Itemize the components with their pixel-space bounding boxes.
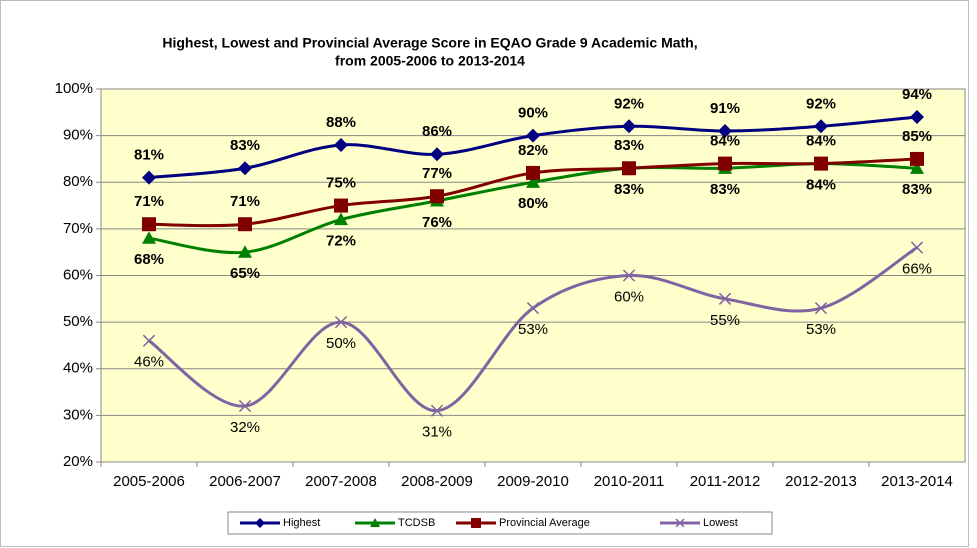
- data-point: [430, 189, 444, 204]
- y-tick-label: 90%: [63, 127, 93, 144]
- data-label: 90%: [518, 105, 548, 122]
- x-tick-label: 2010-2011: [594, 473, 665, 490]
- data-label: 53%: [518, 321, 548, 338]
- data-point: [142, 334, 156, 347]
- data-label: 81%: [134, 147, 164, 164]
- data-point: [622, 119, 636, 134]
- data-label: 91%: [710, 100, 740, 117]
- y-tick-label: 50%: [63, 313, 93, 330]
- data-point: [334, 315, 348, 329]
- data-point: [142, 170, 156, 185]
- x-tick-label: 2005-2006: [113, 473, 185, 490]
- data-point: [238, 399, 252, 413]
- y-tick-label: 40%: [63, 360, 93, 377]
- data-point: [622, 269, 636, 282]
- chart-title: Highest, Lowest and Provincial Average S…: [162, 35, 697, 51]
- y-tick-label: 20%: [63, 453, 93, 470]
- data-point: [526, 128, 540, 143]
- data-label: 76%: [422, 214, 452, 231]
- data-label: 66%: [902, 260, 932, 277]
- data-point: [334, 212, 348, 226]
- data-label: 84%: [710, 133, 740, 150]
- data-label: 92%: [614, 95, 644, 112]
- data-point: [622, 161, 636, 176]
- data-point: [142, 231, 156, 244]
- data-label: 71%: [134, 193, 164, 210]
- data-label: 83%: [710, 181, 740, 198]
- y-tick-label: 100%: [55, 80, 93, 97]
- data-label: 86%: [422, 123, 452, 140]
- series-line: [148, 246, 918, 413]
- data-point: [526, 302, 540, 315]
- data-point: [238, 217, 252, 232]
- data-label: 84%: [806, 133, 836, 150]
- data-label: 53%: [806, 321, 836, 338]
- data-point: [430, 147, 444, 162]
- legend: [227, 511, 773, 535]
- data-point: [814, 119, 828, 134]
- x-tick-label: 2013-2014: [881, 473, 953, 490]
- y-tick-label: 80%: [63, 173, 93, 190]
- data-label: 75%: [326, 175, 356, 192]
- data-point: [142, 217, 156, 232]
- data-label: 83%: [614, 181, 644, 198]
- data-point: [334, 137, 348, 152]
- data-label: 88%: [326, 114, 356, 131]
- legend-marker: [471, 518, 481, 528]
- legend-marker: [255, 518, 265, 528]
- data-point: [910, 151, 924, 166]
- data-label: 77%: [422, 165, 452, 182]
- x-tick-label: 2006-2007: [209, 473, 281, 490]
- y-tick-label: 60%: [63, 266, 93, 283]
- data-label: 65%: [230, 265, 260, 282]
- data-point: [238, 161, 252, 176]
- data-label: 83%: [230, 137, 260, 154]
- data-label: 72%: [326, 233, 356, 250]
- data-point: [910, 241, 924, 254]
- data-point: [814, 156, 828, 171]
- data-label: 60%: [614, 288, 644, 305]
- x-tick-label: 2007-2008: [305, 473, 377, 490]
- legend-label: TCDSB: [398, 517, 435, 529]
- data-point: [910, 109, 924, 124]
- legend-marker: [370, 518, 380, 527]
- data-point: [718, 123, 732, 138]
- data-label: 84%: [806, 177, 836, 194]
- x-tick-label: 2008-2009: [401, 473, 473, 490]
- data-label: 83%: [614, 137, 644, 154]
- data-label: 92%: [806, 95, 836, 112]
- data-point: [334, 198, 348, 213]
- data-label: 46%: [134, 354, 164, 371]
- x-tick-label: 2009-2010: [497, 473, 569, 490]
- data-label: 55%: [710, 312, 740, 329]
- data-point: [718, 292, 732, 305]
- data-point: [814, 302, 828, 315]
- legend-label: Highest: [283, 517, 320, 529]
- x-tick-label: 2012-2013: [785, 473, 857, 490]
- data-label: 31%: [422, 424, 452, 441]
- legend-label: Lowest: [703, 517, 738, 529]
- y-tick-label: 70%: [63, 220, 93, 237]
- x-tick-label: 2011-2012: [690, 473, 761, 490]
- y-tick-label: 30%: [63, 406, 93, 423]
- data-label: 32%: [230, 419, 260, 436]
- data-label: 94%: [902, 86, 932, 103]
- data-point: [238, 245, 252, 258]
- data-label: 71%: [230, 193, 260, 210]
- data-point: [910, 161, 924, 174]
- chart-title: from 2005-2006 to 2013-2014: [335, 53, 525, 69]
- legend-marker: [675, 518, 685, 528]
- data-label: 68%: [134, 251, 164, 268]
- data-point: [718, 156, 732, 171]
- data-label: 82%: [518, 142, 548, 159]
- data-label: 85%: [902, 128, 932, 145]
- data-point: [430, 404, 444, 417]
- data-label: 83%: [902, 181, 932, 198]
- data-label: 80%: [518, 195, 548, 212]
- data-point: [526, 165, 540, 180]
- data-point: [526, 175, 540, 188]
- legend-label: Provincial Average: [499, 517, 590, 529]
- data-label: 50%: [326, 335, 356, 352]
